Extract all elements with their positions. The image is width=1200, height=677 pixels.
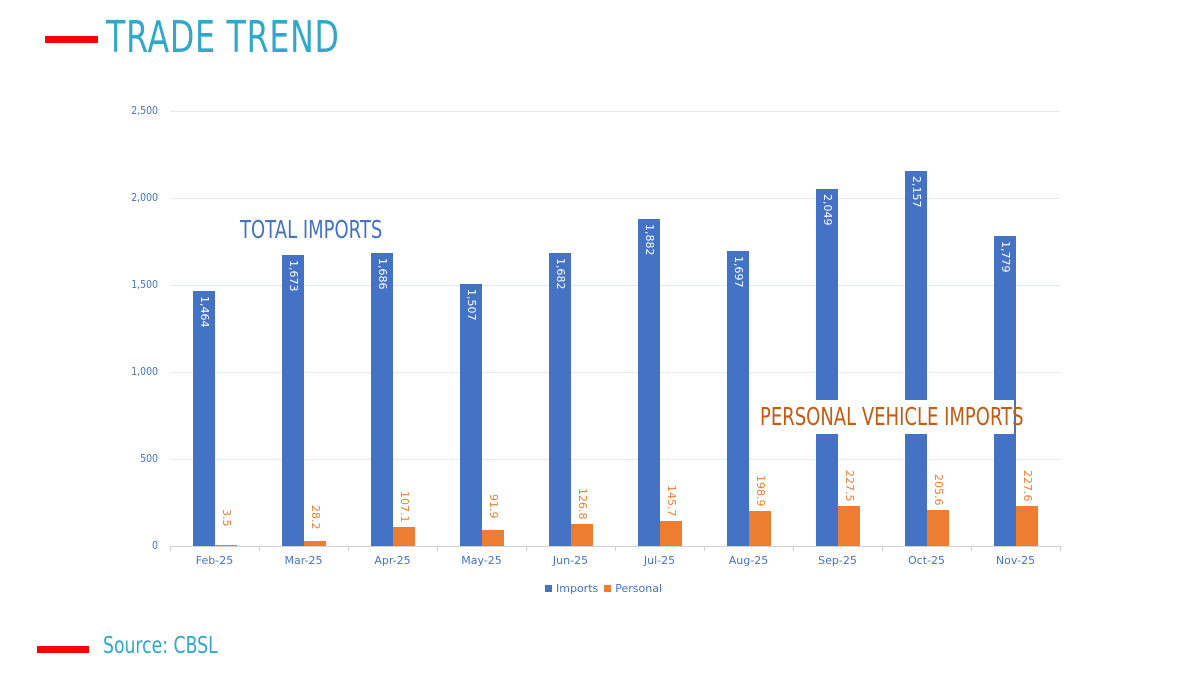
y-axis-tick-label: 2,500 xyxy=(131,104,158,117)
bar-personal xyxy=(571,523,593,546)
x-axis-category-label: Oct-25 xyxy=(908,554,945,567)
x-axis-tick xyxy=(971,546,972,551)
legend-label-personal: Personal xyxy=(615,582,663,595)
bar-personal xyxy=(660,520,682,546)
bar-imports xyxy=(193,291,215,546)
data-label-imports: 2,157 xyxy=(910,175,923,208)
data-label-imports: 1,673 xyxy=(287,259,300,292)
data-label-imports: 1,686 xyxy=(376,257,389,290)
gridline xyxy=(170,372,1060,373)
bar-imports xyxy=(282,254,304,546)
bar-personal xyxy=(927,510,949,546)
source-accent-bar xyxy=(37,646,89,653)
legend-item-imports: Imports xyxy=(545,582,598,595)
y-axis-tick-label: 0 xyxy=(152,539,158,552)
source-note: Source: CBSL xyxy=(103,633,218,659)
data-label-personal: 28.2 xyxy=(309,505,322,530)
data-label-imports: 1,507 xyxy=(465,288,478,321)
data-label-personal: 91.9 xyxy=(487,494,500,519)
x-axis-tick xyxy=(170,546,171,551)
bar-personal xyxy=(393,527,415,546)
annotation-personal-vehicle-imports: PERSONAL VEHICLE IMPORTS xyxy=(760,402,1024,431)
x-axis-category-label: Feb-25 xyxy=(195,554,234,567)
gridline xyxy=(170,198,1060,199)
x-axis-category-label: Jun-25 xyxy=(552,554,589,567)
chart-legend: Imports Personal xyxy=(545,582,662,595)
bar-personal xyxy=(304,541,326,546)
data-label-imports: 1,779 xyxy=(999,241,1012,273)
data-label-imports: 1,882 xyxy=(643,223,656,256)
page-title: TRADE TREND xyxy=(106,12,340,63)
annotation-total-imports: TOTAL IMPORTS xyxy=(240,215,383,244)
bar-personal xyxy=(482,530,504,546)
x-axis-category-label: Nov-25 xyxy=(995,554,1036,567)
bar-imports xyxy=(905,170,927,546)
data-label-imports: 1,697 xyxy=(732,255,745,288)
bar-personal xyxy=(215,545,237,547)
gridline xyxy=(170,111,1060,112)
bar-personal xyxy=(749,511,771,546)
data-label-personal: 3.5 xyxy=(220,509,233,527)
bar-personal xyxy=(1016,506,1038,546)
x-axis-category-label: Apr-25 xyxy=(374,554,411,567)
bar-imports xyxy=(994,236,1016,546)
data-label-personal: 126.8 xyxy=(576,487,589,520)
data-label-personal: 205.6 xyxy=(932,474,945,506)
data-label-imports: 1,464 xyxy=(198,296,211,328)
x-axis-category-label: May-25 xyxy=(461,554,502,567)
data-label-personal: 107.1 xyxy=(398,491,411,523)
x-axis-tick xyxy=(793,546,794,551)
bar-imports xyxy=(816,189,838,546)
bar-imports xyxy=(371,252,393,546)
x-axis-category-label: Jul-25 xyxy=(643,554,676,567)
x-axis-tick xyxy=(437,546,438,551)
y-axis-tick-label: 2,000 xyxy=(131,191,158,204)
bar-imports xyxy=(549,253,571,546)
x-axis-category-label: Sep-25 xyxy=(818,554,857,567)
data-label-personal: 198.9 xyxy=(754,475,767,507)
y-axis-tick-label: 1,000 xyxy=(131,365,158,378)
x-axis-tick xyxy=(259,546,260,551)
x-axis-category-label: Mar-25 xyxy=(284,554,323,567)
x-axis-category-label: Aug-25 xyxy=(728,554,769,567)
legend-item-personal: Personal xyxy=(604,582,662,595)
annotation-background xyxy=(752,400,1014,434)
bar-imports xyxy=(727,250,749,546)
data-label-personal: 145.7 xyxy=(665,484,678,517)
data-label-personal: 227.6 xyxy=(1021,470,1034,502)
y-axis-tick-label: 500 xyxy=(140,452,158,465)
x-axis-tick xyxy=(704,546,705,551)
x-axis-tick xyxy=(526,546,527,551)
data-label-imports: 1,682 xyxy=(554,258,567,290)
legend-swatch-imports xyxy=(545,585,552,592)
data-label-imports: 2,049 xyxy=(821,194,834,226)
gridline xyxy=(170,285,1060,286)
bar-personal xyxy=(838,506,860,546)
data-label-personal: 227.5 xyxy=(843,470,856,502)
x-axis-tick xyxy=(615,546,616,551)
y-axis-tick-label: 1,500 xyxy=(131,278,158,291)
gridline xyxy=(170,459,1060,460)
x-axis-tick xyxy=(882,546,883,551)
bar-imports xyxy=(638,218,660,546)
x-axis-tick xyxy=(1060,546,1061,551)
x-axis-tick xyxy=(348,546,349,551)
legend-swatch-personal xyxy=(604,585,612,592)
title-accent-bar xyxy=(45,36,98,43)
bar-imports xyxy=(460,283,482,546)
legend-label-imports: Imports xyxy=(556,582,599,595)
